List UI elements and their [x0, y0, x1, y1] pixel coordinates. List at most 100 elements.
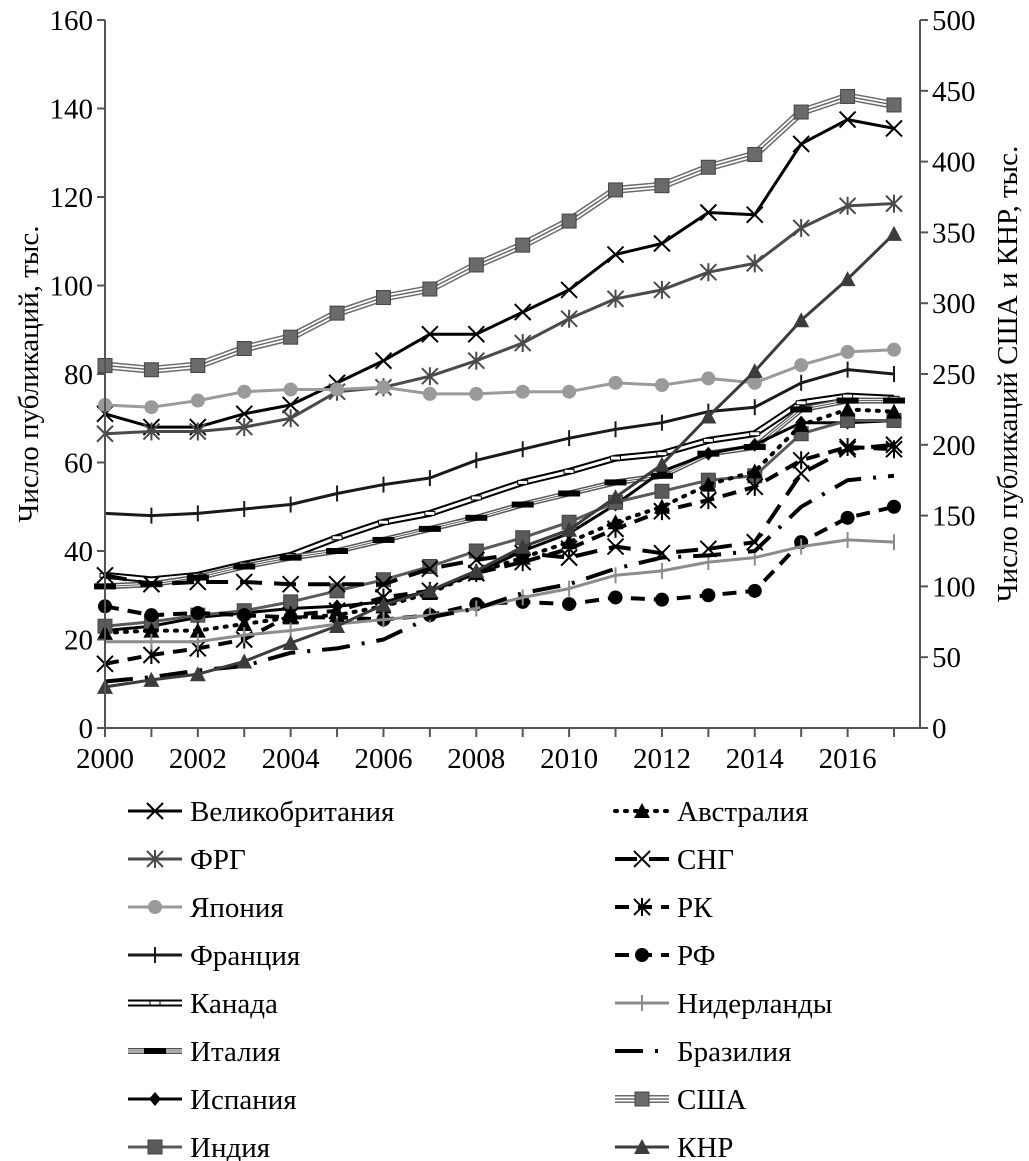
- data-point: [143, 671, 160, 687]
- data-point: [702, 446, 715, 461]
- x-tick-label: 2006: [354, 743, 412, 775]
- x-tick-label: 2002: [169, 743, 227, 775]
- y-tick-label-right: 500: [932, 5, 976, 37]
- legend-marker: [149, 1092, 161, 1106]
- data-point: [513, 303, 532, 321]
- data-point: [792, 218, 810, 237]
- y-tick-label-left: 100: [50, 271, 94, 303]
- data-point: [839, 271, 856, 287]
- y-tick-label-left: 60: [64, 448, 93, 480]
- legend-label: КНР: [677, 1132, 733, 1161]
- data-point: [702, 437, 714, 443]
- data-point: [840, 88, 856, 104]
- data-point: [375, 290, 391, 306]
- data-point: [515, 384, 530, 399]
- data-point: [517, 479, 529, 485]
- data-point: [283, 329, 299, 345]
- data-point: [144, 608, 159, 623]
- y-tick-label-left: 0: [79, 713, 94, 745]
- data-point: [328, 575, 346, 593]
- data-point: [190, 393, 205, 408]
- legend-item: Индия: [128, 1132, 270, 1161]
- data-point: [467, 351, 486, 370]
- data-point: [746, 363, 763, 379]
- data-point: [653, 234, 671, 253]
- data-point: [608, 375, 623, 390]
- legend-label: РФ: [677, 940, 716, 972]
- data-point: [374, 352, 393, 370]
- data-point: [330, 382, 345, 397]
- data-point: [282, 635, 299, 651]
- series-line: [104, 368, 895, 518]
- series-line: [104, 473, 895, 684]
- data-point: [606, 519, 625, 538]
- legend-marker: [146, 850, 164, 868]
- data-point: [838, 438, 857, 457]
- data-point: [886, 403, 902, 419]
- data-point: [279, 554, 302, 561]
- y-tick-label-right: 100: [932, 571, 976, 603]
- data-point: [606, 289, 625, 308]
- data-point: [424, 510, 436, 516]
- legend-label: ФРГ: [190, 844, 246, 876]
- data-point: [653, 456, 670, 472]
- data-point: [561, 213, 577, 229]
- data-point: [237, 384, 252, 399]
- y-tick-label-left: 20: [64, 625, 93, 657]
- data-point: [190, 605, 205, 620]
- data-point: [467, 325, 486, 343]
- data-point: [465, 514, 488, 521]
- data-point: [189, 422, 207, 441]
- data-point: [237, 608, 252, 623]
- data-point: [467, 551, 486, 569]
- data-point: [422, 386, 437, 401]
- data-point: [699, 203, 718, 222]
- data-point: [560, 309, 578, 328]
- data-point: [700, 159, 716, 175]
- data-point: [235, 418, 253, 437]
- data-point: [654, 178, 670, 194]
- series-13: [104, 473, 895, 684]
- data-point: [608, 590, 623, 605]
- y-tick-label-left: 160: [50, 5, 94, 37]
- data-point: [421, 325, 439, 343]
- data-point: [421, 367, 439, 386]
- y-tick-label-right: 50: [932, 642, 961, 674]
- data-point: [372, 536, 395, 543]
- data-point: [377, 519, 389, 525]
- data-point: [792, 464, 810, 483]
- data-point: [515, 237, 531, 253]
- data-point: [511, 501, 534, 508]
- data-point: [233, 563, 256, 570]
- data-point: [468, 257, 484, 273]
- data-point: [793, 416, 810, 432]
- data-point: [236, 616, 253, 632]
- data-point: [281, 575, 300, 593]
- legend-marker: [144, 1048, 166, 1054]
- legend-item: Испания: [128, 1084, 297, 1116]
- data-point: [886, 97, 902, 113]
- data-point: [838, 110, 857, 129]
- y-tick-label-right: 300: [932, 288, 976, 320]
- data-point: [558, 490, 581, 497]
- legend-marker: [635, 948, 649, 962]
- plot-area: [94, 88, 905, 694]
- data-point: [790, 406, 813, 413]
- y-tick-label-left: 80: [64, 359, 93, 391]
- data-point: [329, 583, 345, 599]
- data-point: [607, 489, 624, 505]
- legend-marker: [147, 1139, 163, 1155]
- axes: 0 20 40 60 80 100 120 140 160 0 50 100 150 200 250 300 3…: [50, 5, 976, 775]
- data-point: [885, 440, 903, 459]
- data-point: [563, 468, 575, 474]
- data-point: [794, 358, 809, 373]
- data-point: [887, 499, 901, 514]
- data-point: [422, 281, 438, 297]
- data-point: [747, 583, 762, 598]
- data-point: [281, 409, 300, 428]
- data-point: [748, 437, 761, 452]
- legend-marker: [634, 1139, 650, 1154]
- data-point: [792, 135, 810, 153]
- data-point: [421, 559, 439, 578]
- legend-label: Франция: [190, 940, 300, 972]
